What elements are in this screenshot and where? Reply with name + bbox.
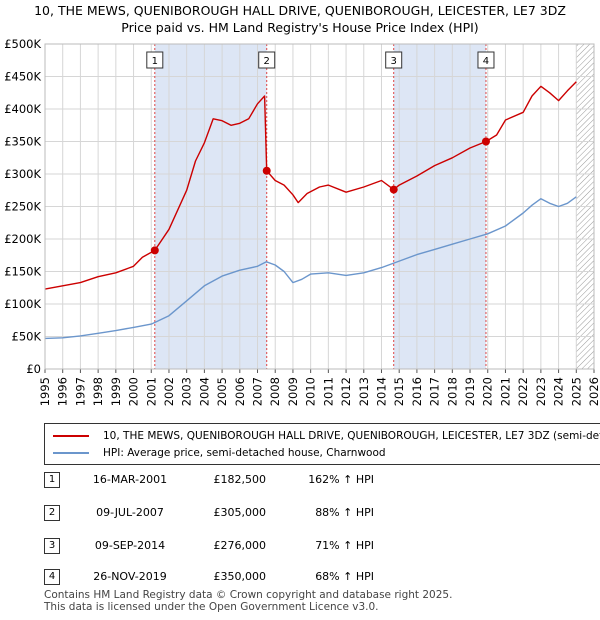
hpi-line bbox=[44, 196, 577, 340]
sale-price: £276,000 bbox=[213, 539, 267, 552]
footer: Contains HM Land Registry data © Crown c… bbox=[44, 589, 452, 613]
x-tick-label: 1997 bbox=[73, 377, 87, 406]
sale-marker-box bbox=[258, 51, 276, 69]
sale-date: 16-MAR-2001 bbox=[92, 473, 168, 486]
price-chart: 1 2 3 4 £0 £50K £100K £150K £200K £250K £300K £350… bbox=[4, 37, 600, 406]
x-tick-label: 2010 bbox=[304, 377, 318, 406]
x-tick-label: 1995 bbox=[38, 377, 52, 406]
sale-hpi-change: 162% ↑ HPI bbox=[308, 473, 374, 486]
x-tick-label: 2014 bbox=[374, 377, 388, 406]
legend-label-hpi: HPI: Average price, semi-detached house,… bbox=[103, 447, 386, 459]
x-tick-label: 2000 bbox=[127, 377, 141, 406]
x-tick-label: 2018 bbox=[445, 377, 459, 406]
sale-date: 26-NOV-2019 bbox=[93, 570, 167, 583]
sale-date: 09-JUL-2007 bbox=[96, 506, 164, 519]
footer-licence: This data is licensed under the Open Gov… bbox=[44, 601, 379, 613]
sale-price: £350,000 bbox=[213, 570, 267, 583]
y-tick-label: £450K bbox=[4, 70, 41, 84]
table-row: 4 26-NOV-2019 £350,000 68% ↑ HPI bbox=[44, 569, 594, 587]
x-tick-label: 2016 bbox=[410, 377, 424, 406]
sale-point bbox=[150, 246, 159, 255]
x-tick-label: 2015 bbox=[392, 377, 406, 406]
y-tick-label: £250K bbox=[4, 200, 41, 214]
property-price-line bbox=[44, 81, 577, 290]
x-tick-label: 1996 bbox=[56, 377, 70, 406]
y-tick-label: £300K bbox=[4, 167, 41, 181]
sale-point bbox=[481, 137, 490, 146]
y-tick-label: £400K bbox=[4, 102, 41, 116]
x-tick-label: 2003 bbox=[180, 377, 194, 406]
legend-label-property: 10, THE MEWS, QUENIBOROUGH HALL DRIVE, Q… bbox=[103, 430, 600, 442]
sale-price: £305,000 bbox=[213, 506, 267, 519]
x-tick-label: 2023 bbox=[534, 377, 548, 406]
x-tick-label: 2013 bbox=[357, 377, 371, 406]
x-tick-label: 1999 bbox=[109, 377, 123, 406]
legend-swatch-property bbox=[53, 435, 89, 437]
x-tick-label: 2020 bbox=[481, 377, 495, 406]
x-tick-label: 2009 bbox=[286, 377, 300, 406]
plot-frame bbox=[44, 43, 595, 370]
x-tick-label: 1998 bbox=[91, 377, 105, 406]
y-tick-label: £200K bbox=[4, 232, 41, 246]
x-tick-label: 2017 bbox=[428, 377, 442, 406]
x-tick-label: 2002 bbox=[162, 377, 176, 406]
x-tick-label: 2019 bbox=[463, 377, 477, 406]
sale-marker-box bbox=[477, 51, 495, 69]
sale-point bbox=[262, 166, 271, 175]
x-tick-label: 2008 bbox=[268, 377, 282, 406]
y-tick-label: £150K bbox=[4, 265, 41, 279]
x-tick-label: 2006 bbox=[233, 377, 247, 406]
chart-subtitle: Price paid vs. HM Land Registry's House … bbox=[121, 20, 479, 35]
legend-item-hpi: HPI: Average price, semi-detached house,… bbox=[53, 445, 386, 461]
sale-marker-box bbox=[146, 51, 164, 69]
y-tick-label: £350K bbox=[4, 135, 41, 149]
sale-marker-label: 2 bbox=[264, 56, 270, 67]
sale-marker-label: 3 bbox=[391, 56, 397, 67]
x-tick-label: 2025 bbox=[569, 377, 583, 406]
sale-marker-label: 4 bbox=[483, 56, 489, 67]
x-tick-label: 2026 bbox=[587, 377, 600, 406]
sale-number: 2 bbox=[44, 505, 60, 521]
y-tick-label: £500K bbox=[4, 37, 41, 51]
legend-swatch-hpi bbox=[53, 452, 89, 454]
sale-number: 4 bbox=[44, 569, 60, 585]
y-tick-label: £100K bbox=[4, 297, 41, 311]
x-tick-label: 2005 bbox=[215, 377, 229, 406]
x-tick-label: 2007 bbox=[251, 377, 265, 406]
sale-number: 1 bbox=[44, 472, 60, 488]
sale-number: 3 bbox=[44, 538, 60, 554]
chart-title: 10, THE MEWS, QUENIBOROUGH HALL DRIVE, Q… bbox=[34, 3, 566, 18]
x-tick-label: 2012 bbox=[339, 377, 353, 406]
legend-item-property: 10, THE MEWS, QUENIBOROUGH HALL DRIVE, Q… bbox=[53, 428, 600, 444]
sale-hpi-change: 88% ↑ HPI bbox=[315, 506, 374, 519]
sale-hpi-change: 71% ↑ HPI bbox=[315, 539, 374, 552]
x-tick-label: 2004 bbox=[197, 377, 211, 406]
y-tick-label: £50K bbox=[12, 330, 42, 344]
x-tick-label: 2024 bbox=[552, 377, 566, 406]
sale-marker-box bbox=[385, 51, 403, 69]
x-tick-label: 2011 bbox=[321, 377, 335, 406]
sale-hpi-change: 68% ↑ HPI bbox=[315, 570, 374, 583]
x-tick-label: 2022 bbox=[516, 377, 530, 406]
x-tick-label: 2021 bbox=[498, 377, 512, 406]
sale-price: £182,500 bbox=[213, 473, 267, 486]
sale-point bbox=[389, 185, 398, 194]
sale-date: 09-SEP-2014 bbox=[94, 539, 166, 552]
footer-copyright: Contains HM Land Registry data © Crown c… bbox=[44, 589, 453, 601]
legend: 10, THE MEWS, QUENIBOROUGH HALL DRIVE, Q… bbox=[44, 423, 600, 465]
y-tick-label: £0 bbox=[26, 362, 41, 376]
x-tick-label: 2001 bbox=[144, 377, 158, 406]
sale-marker-label: 1 bbox=[152, 56, 158, 67]
table-row: 1 16-MAR-2001 £182,500 162% ↑ HPI bbox=[44, 472, 594, 490]
table-row: 2 09-JUL-2007 £305,000 88% ↑ HPI bbox=[44, 505, 594, 523]
table-row: 3 09-SEP-2014 £276,000 71% ↑ HPI bbox=[44, 538, 594, 556]
